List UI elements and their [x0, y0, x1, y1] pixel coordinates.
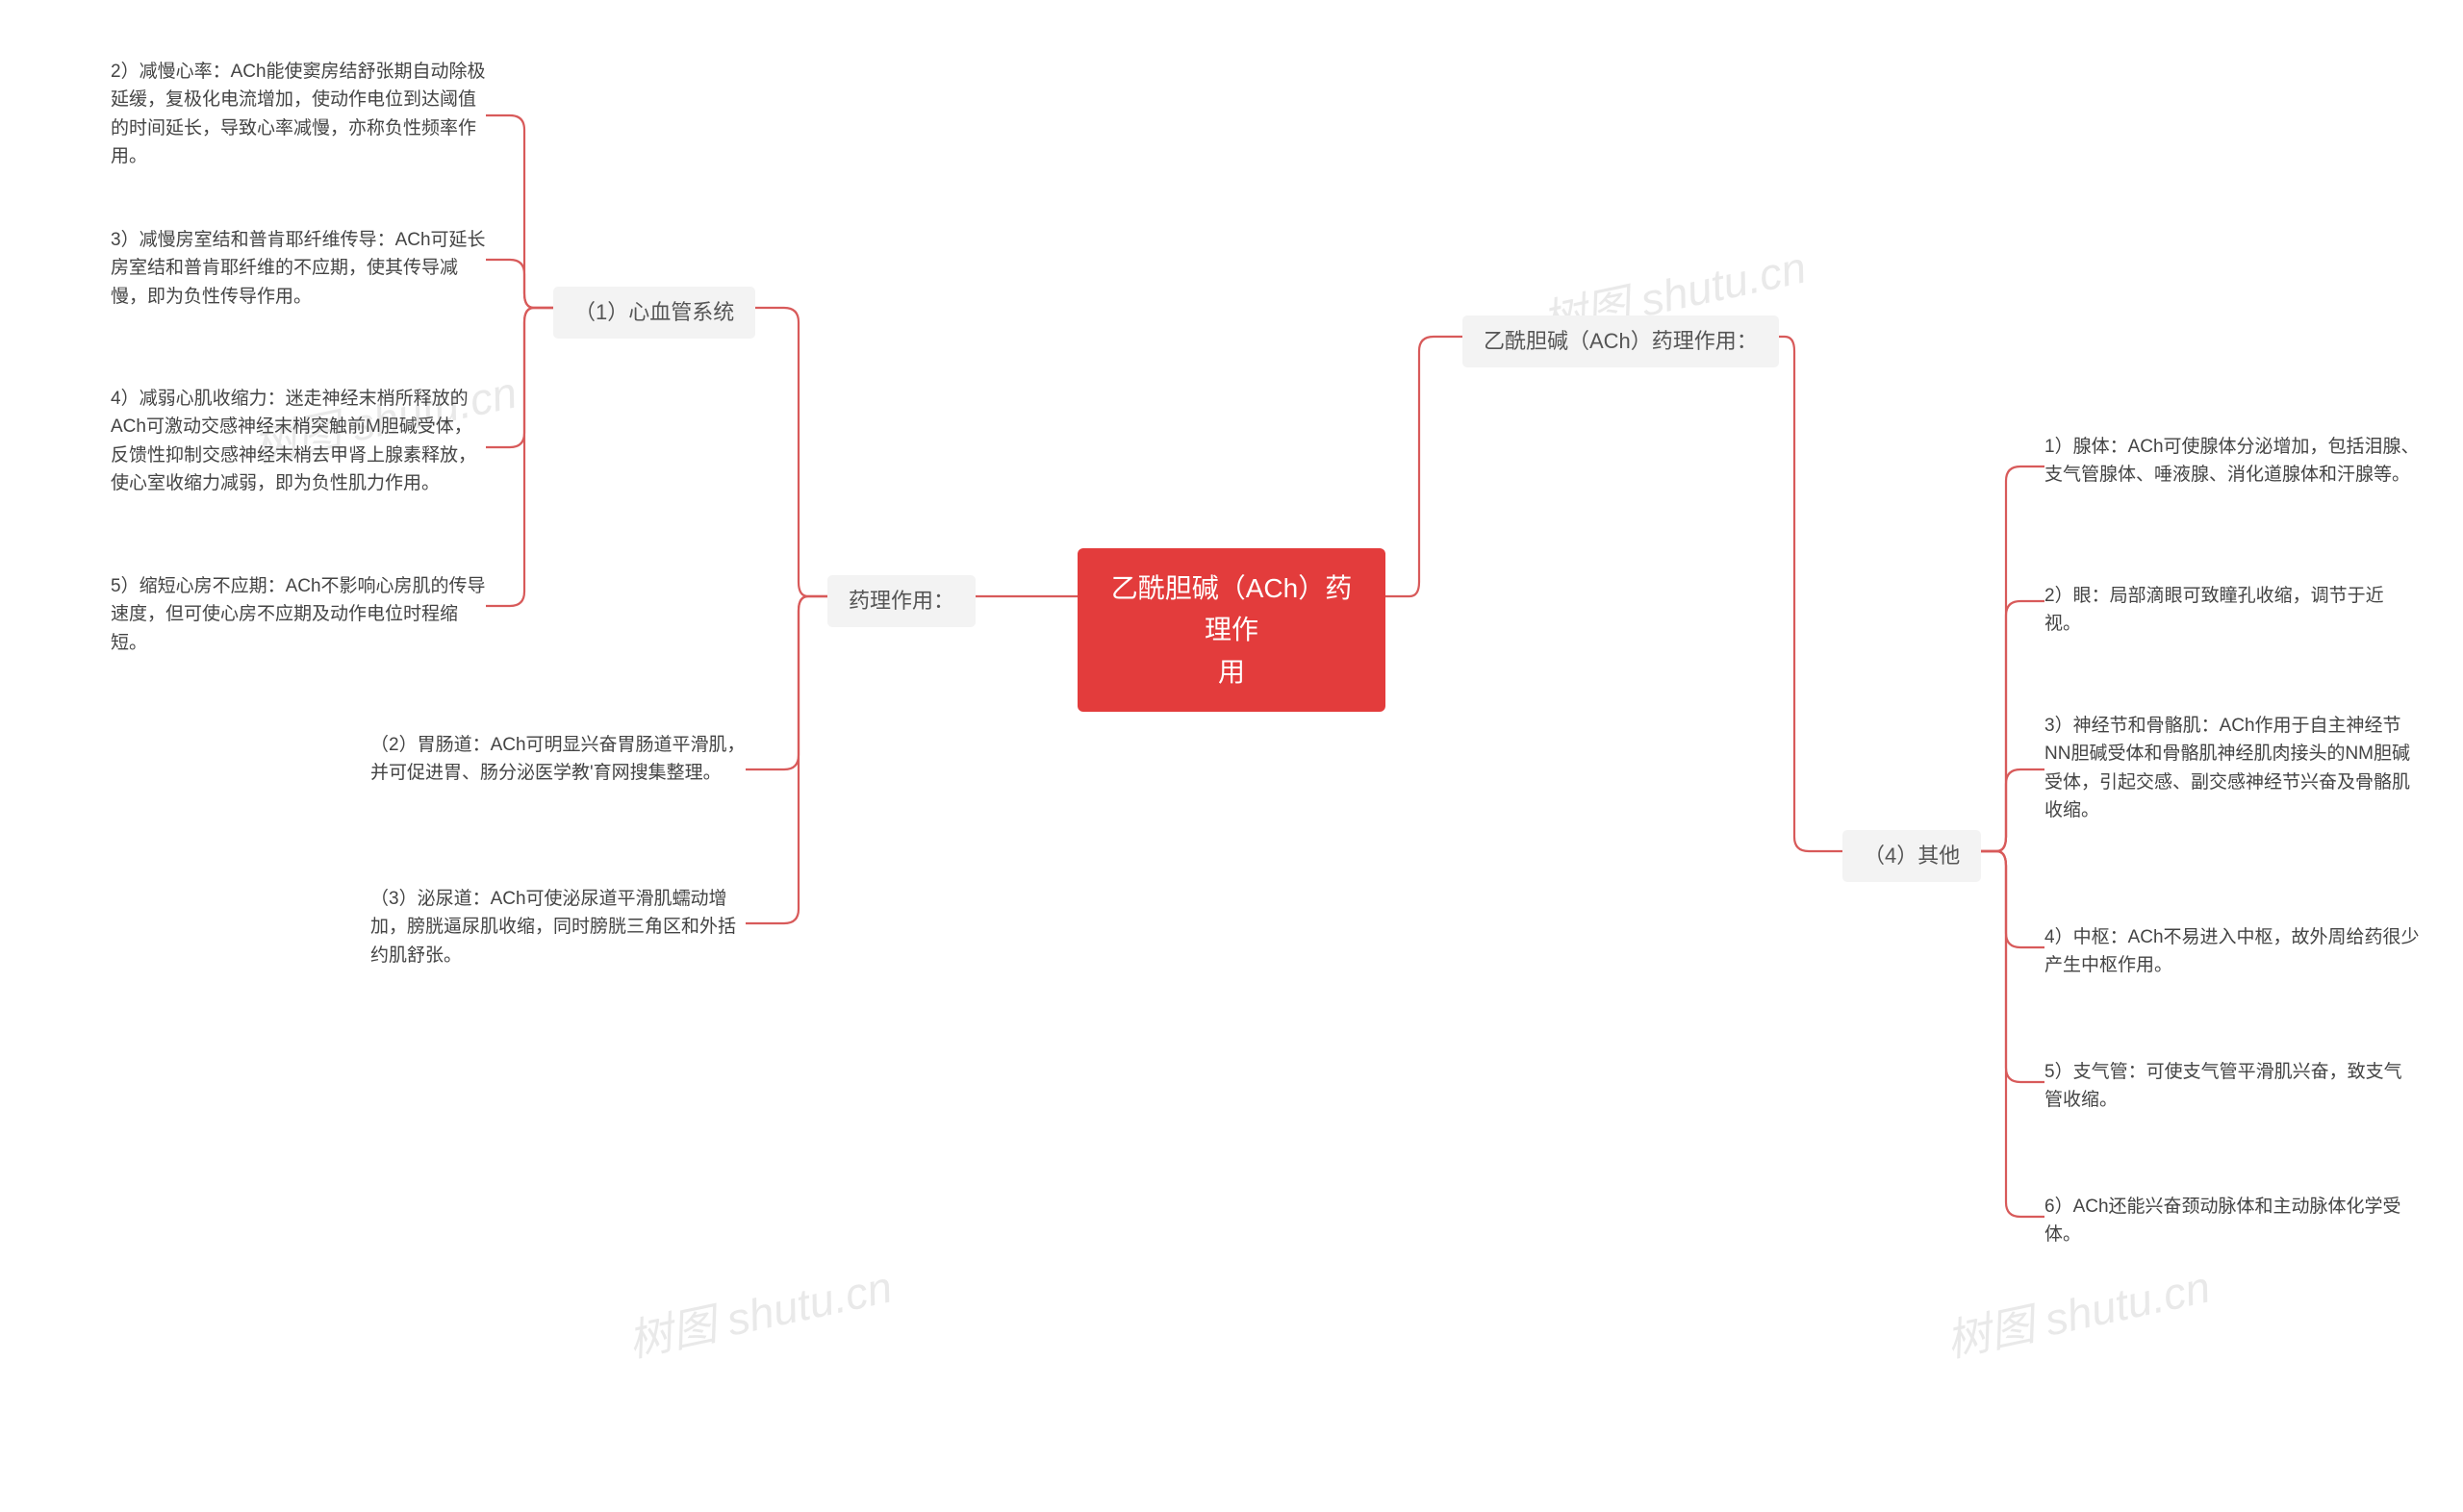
watermark: 树图 shutu.cn [622, 1252, 897, 1371]
center-title-line1: 乙酰胆碱（ACh）药理作 [1111, 573, 1352, 644]
right-s4-item-6: 6）ACh还能兴奋颈动脉体和主动脉体化学受体。 [2044, 1193, 2420, 1249]
watermark: 树图 shutu.cn [1940, 1252, 2215, 1371]
left-section3: （3）泌尿道：ACh可使泌尿道平滑肌蠕动增加，膀胱逼尿肌收缩，同时膀胱三角区和外… [370, 885, 746, 970]
left-s1-item-4: 5）缩短心房不应期：ACh不影响心房肌的传导速度，但可使心房不应期及动作电位时程… [111, 572, 486, 657]
right-s4-item-4: 4）中枢：ACh不易进入中枢，故外周给药很少产生中枢作用。 [2044, 923, 2420, 980]
left-section2: （2）胃肠道：ACh可明显兴奋胃肠道平滑肌，并可促进胃、肠分泌医学教'育网搜集整… [370, 731, 746, 788]
right-s4-item-3: 3）神经节和骨骼肌：ACh作用于自主神经节NN胆碱受体和骨骼肌神经肌肉接头的NM… [2044, 712, 2420, 825]
right-s4-item-2: 2）眼：局部滴眼可致瞳孔收缩，调节于近视。 [2044, 582, 2420, 639]
right-s4-item-1: 1）腺体：ACh可使腺体分泌增加，包括泪腺、支气管腺体、唾液腺、消化道腺体和汗腺… [2044, 433, 2420, 490]
right-branch-label: 乙酰胆碱（ACh）药理作用： [1462, 315, 1779, 367]
left-s1-item-3: 4）减弱心肌收缩力：迷走神经末梢所释放的ACh可激动交感神经末梢突触前M胆碱受体… [111, 385, 486, 498]
left-branch-label: 药理作用： [827, 575, 976, 627]
center-title-line2: 用 [1218, 657, 1245, 687]
left-section1-label: （1）心血管系统 [553, 287, 755, 339]
right-section4-label: （4）其他 [1842, 830, 1981, 882]
right-s4-item-5: 5）支气管：可使支气管平滑肌兴奋，致支气管收缩。 [2044, 1058, 2420, 1115]
left-s1-item-2: 3）减慢房室结和普肯耶纤维传导：ACh可延长房室结和普肯耶纤维的不应期，使其传导… [111, 226, 486, 311]
center-node: 乙酰胆碱（ACh）药理作 用 [1078, 548, 1385, 712]
left-s1-item-1: 2）减慢心率：ACh能使窦房结舒张期自动除极延缓，复极化电流增加，使动作电位到达… [111, 58, 486, 171]
